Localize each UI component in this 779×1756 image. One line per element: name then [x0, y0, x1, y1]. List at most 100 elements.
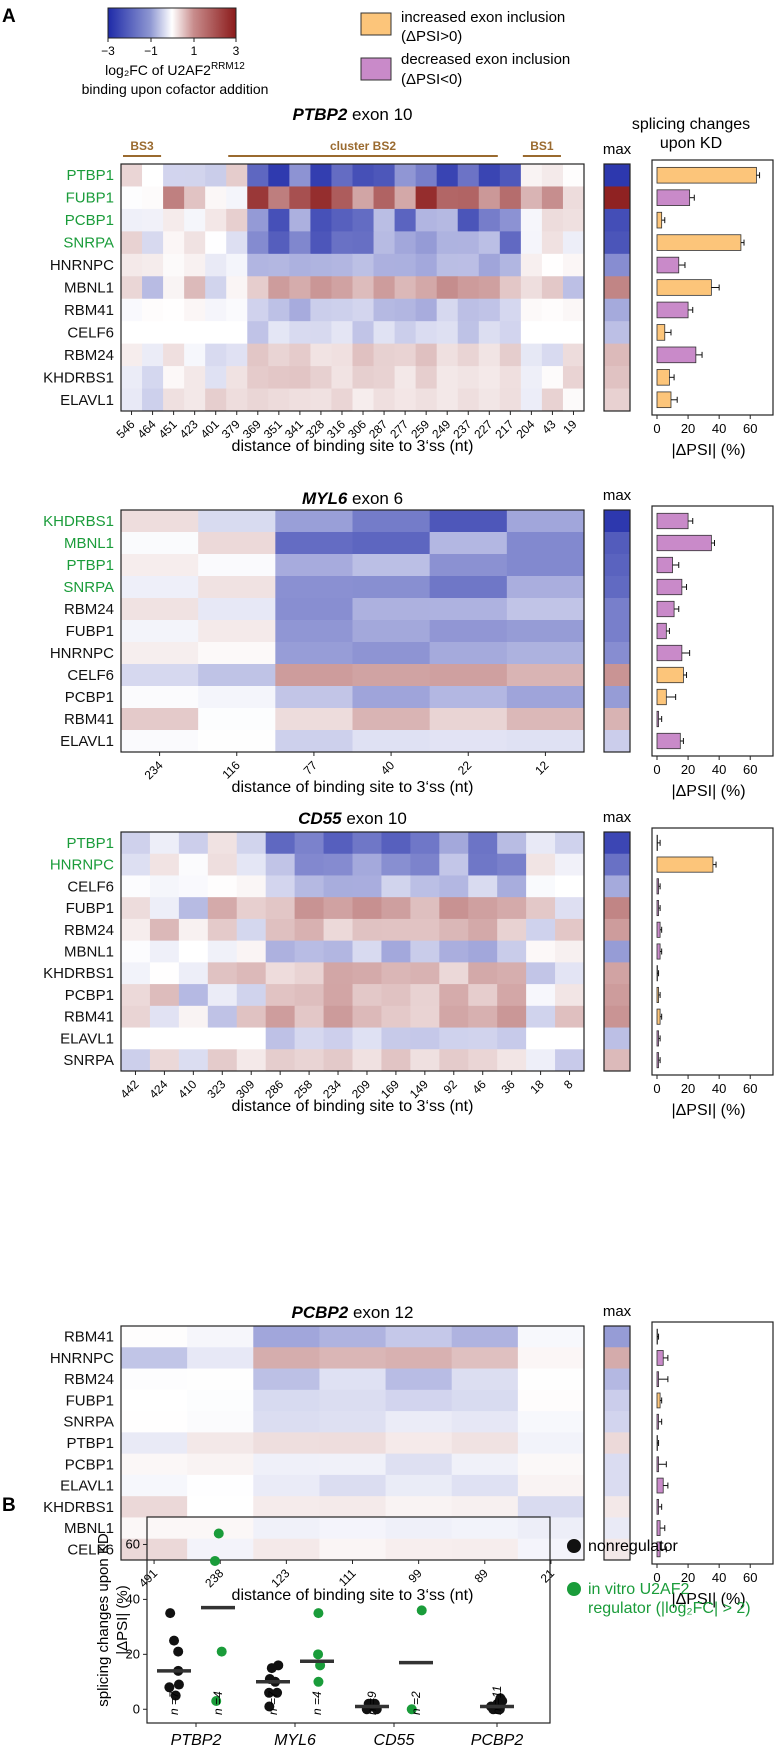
heatmap-cell — [187, 1453, 254, 1476]
max-cell — [604, 1432, 630, 1455]
x-axis-label: distance of binding site to 3‘ss (nt) — [232, 1098, 474, 1115]
heatmap-cell — [149, 984, 180, 1007]
heatmap-cell — [178, 897, 209, 920]
heatmap-cell — [310, 388, 332, 412]
heatmap-cell — [149, 940, 180, 963]
heatmap-cell — [323, 918, 353, 942]
kd-bar — [656, 279, 712, 296]
max-cell — [604, 510, 630, 533]
heatmap-cell — [247, 298, 269, 322]
regulator-point — [313, 1608, 324, 1619]
heatmap-cell — [541, 321, 564, 345]
heatmap-cell — [121, 642, 199, 665]
heatmap-cell — [289, 366, 311, 390]
heatmap-cell — [478, 231, 501, 255]
row-label: PTBP1 — [66, 835, 114, 852]
heatmap-cell — [265, 897, 296, 920]
heatmap-cell — [205, 186, 227, 210]
heatmap-cell — [457, 366, 480, 390]
heatmap-cell — [319, 1411, 387, 1433]
heatmap-cell — [323, 875, 353, 898]
heatmap-cell — [352, 510, 431, 533]
heatmap-cell — [439, 853, 469, 876]
heatmap-cell — [526, 1027, 556, 1050]
heatmap-cell — [253, 1517, 320, 1540]
max-cell — [604, 1517, 630, 1540]
heatmap-cell — [352, 730, 431, 753]
max-cell — [604, 940, 630, 963]
heatmap-cell — [352, 598, 431, 621]
nonregulator-point — [165, 1608, 176, 1619]
heatmap-cell — [149, 897, 180, 920]
heatmap-cell — [352, 962, 382, 985]
row-label: MBNL1 — [64, 944, 114, 961]
heatmap-cell — [478, 276, 501, 300]
kd-bar — [656, 644, 683, 662]
heatmap-cell — [352, 208, 375, 232]
heatmap-cell — [149, 853, 180, 876]
heatmap-cell — [468, 984, 498, 1007]
heatmap-cell — [310, 186, 332, 210]
heatmap-cell — [410, 1027, 440, 1050]
heatmap-cell — [506, 730, 585, 753]
heatmap-cell — [499, 253, 522, 277]
heatmap-cell — [184, 343, 206, 367]
heatmap-cell — [226, 208, 248, 232]
heatmap-cell — [555, 962, 585, 985]
max-cell — [604, 231, 630, 255]
heatmap-cell — [294, 1049, 325, 1072]
heatmap-cell — [436, 321, 459, 345]
heatmap-cell — [499, 388, 522, 412]
max-cell — [604, 730, 630, 753]
heatmap-cell — [381, 897, 411, 920]
heatmap-cell — [352, 918, 382, 942]
heatmap-cell — [121, 598, 199, 621]
heatmap-cell — [506, 642, 585, 665]
kd-bar — [656, 1498, 659, 1515]
heatmap-cell — [439, 832, 469, 855]
heatmap-cell — [436, 366, 459, 390]
heatmap-cell — [415, 276, 438, 300]
panel-a-label: A — [2, 6, 16, 27]
max-cell — [604, 1326, 630, 1348]
x-tick-label: 8 — [561, 1077, 576, 1092]
heatmap-cell — [555, 853, 585, 876]
heatmap-cell — [294, 875, 325, 898]
heatmap-cell — [394, 186, 417, 210]
heatmap-cell — [457, 208, 480, 232]
heatmap-cell — [184, 276, 206, 300]
max-cell — [604, 253, 630, 277]
heatmap-cell — [381, 875, 411, 898]
heatmap-cell — [517, 1474, 585, 1497]
heatmap-cell — [352, 186, 375, 210]
kd-bar — [656, 301, 689, 319]
heatmap-cell — [526, 918, 556, 942]
kd-bar — [656, 369, 670, 386]
heatmap-cell — [499, 208, 522, 232]
heatmap-cell — [555, 1005, 585, 1029]
heatmap-cell — [142, 388, 164, 412]
heatmap-cell — [121, 388, 143, 412]
heatmap-cell — [149, 1049, 180, 1072]
legend-nonregulator-dot — [567, 1539, 581, 1553]
heatmap-cell — [247, 231, 269, 255]
x-tick-label: 89 — [472, 1566, 492, 1586]
bar-x-axis-label: |ΔPSI| (%) — [671, 442, 745, 459]
heatmap-cell — [207, 918, 238, 942]
heatmap-cell — [268, 231, 290, 255]
heatmap-cell — [517, 1411, 585, 1433]
heatmap-cell — [187, 1326, 254, 1348]
heatmap-cell — [289, 186, 311, 210]
heatmap-cell — [121, 962, 151, 985]
n-label: n =4 — [310, 1691, 324, 1715]
heatmap-cell — [410, 832, 440, 855]
max-cell — [604, 642, 630, 665]
row-label: MBNL1 — [64, 535, 114, 552]
heatmap-cell — [121, 897, 151, 920]
x-tick-label: 442 — [118, 1077, 142, 1101]
x-tick-label: 36 — [498, 1077, 518, 1097]
heatmap-cell — [562, 321, 585, 345]
max-cell — [604, 186, 630, 210]
heatmap-cell — [121, 984, 151, 1007]
